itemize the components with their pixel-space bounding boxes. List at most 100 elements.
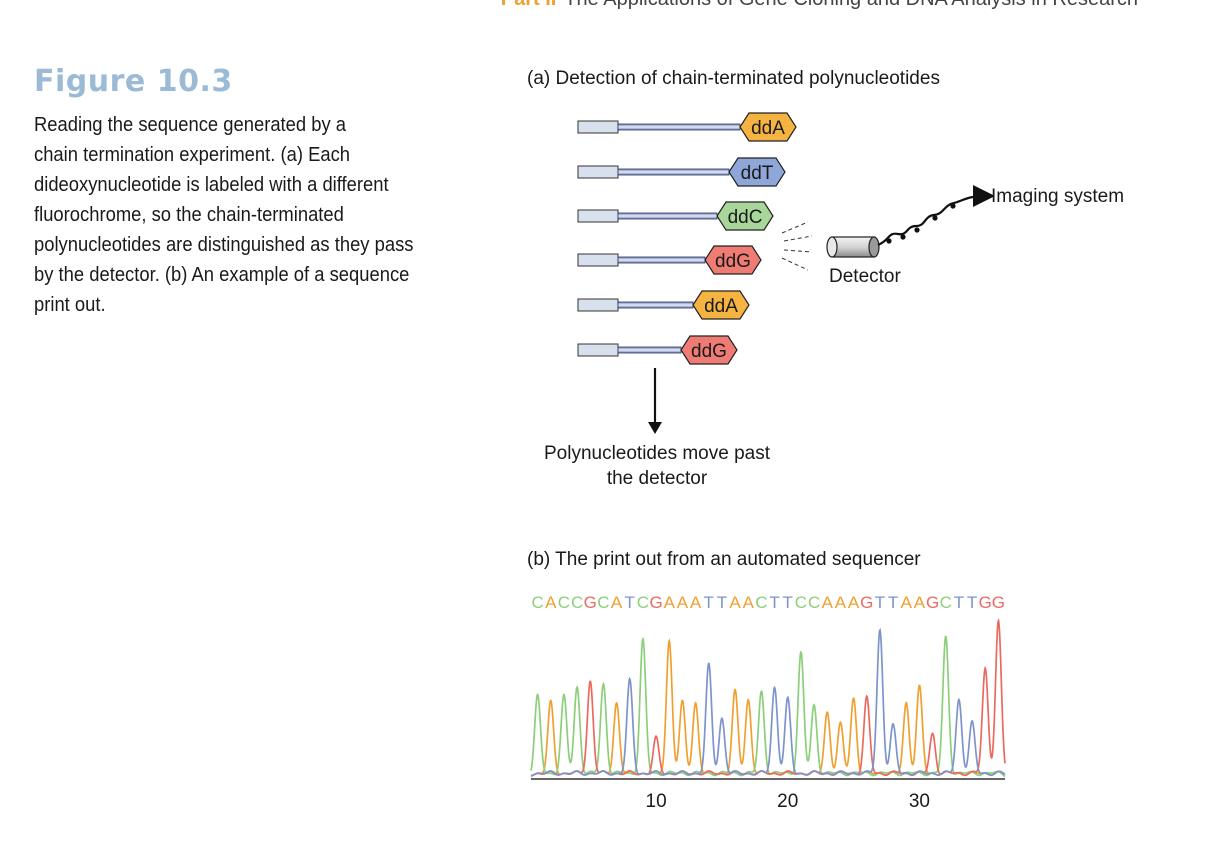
panel-a-label: (a) Detection of chain-terminated polynu… <box>527 68 940 89</box>
sequence-letter: G <box>860 593 873 612</box>
sequence-letter: T <box>625 593 635 612</box>
sequence-letter: C <box>571 593 583 612</box>
primer-block <box>577 343 619 357</box>
primer-block <box>577 120 619 134</box>
sequence-letter: T <box>704 593 714 612</box>
detector-icon <box>826 236 880 258</box>
part-title: The Applications of Gene Cloning and DNA… <box>564 0 1138 10</box>
polynucleotide-strand: ddT <box>577 157 786 187</box>
strand-line <box>617 123 741 131</box>
polynucleotide-strand: ddG <box>577 245 762 275</box>
sequence-letter: G <box>979 593 992 612</box>
trace-A <box>530 638 1006 777</box>
caption-line: chain termination experiment. (a) Each <box>34 144 351 166</box>
polynucleotide-strand: ddC <box>577 201 774 231</box>
sequence-letter: T <box>769 593 779 612</box>
sequence-letter: A <box>901 593 913 612</box>
strand-group: ddA ddT ddC ddG ddA ddG <box>577 112 797 365</box>
sequence-letter: G <box>926 593 939 612</box>
caption-line: Reading the sequence generated by a <box>34 114 347 136</box>
sequence-letter: T <box>954 593 964 612</box>
sequence-letter: T <box>783 593 793 612</box>
panel-b-label: (b) The print out from an automated sequ… <box>527 549 921 570</box>
detector-label: Detector <box>829 266 901 287</box>
strand-line <box>617 256 706 264</box>
figure-caption: Reading the sequence generated by a chai… <box>34 110 439 320</box>
detector-beams <box>781 221 813 271</box>
caption-line: by the detector. (b) An example of a seq… <box>34 264 410 286</box>
terminator-tag <box>692 290 750 320</box>
terminator-tag <box>739 112 797 142</box>
terminator-tag <box>716 201 774 231</box>
chromatogram-ticks: 10 20 30 <box>646 791 930 812</box>
terminator-tag <box>704 245 762 275</box>
terminator-tag <box>728 157 786 187</box>
sequence-letter: A <box>677 593 689 612</box>
trace-T <box>530 627 1006 777</box>
sequence-letter: T <box>967 593 977 612</box>
terminator-label: ddG <box>715 251 751 272</box>
movement-label-line1: Polynucleotides move past <box>544 443 771 464</box>
sequence-letter: A <box>611 593 623 612</box>
figure-number: Figure 10.3 <box>34 64 233 99</box>
movement-arrowhead <box>648 422 662 434</box>
sequence-letter: C <box>558 593 570 612</box>
caption-line: polynucleotides are distinguished as the… <box>34 234 414 256</box>
movement-label-line2: the detector <box>607 468 708 489</box>
tick-label: 30 <box>909 791 930 812</box>
sequence-letter: C <box>531 593 543 612</box>
imaging-label: Imaging system <box>991 186 1124 207</box>
primer-block <box>577 209 619 223</box>
tick-label: 10 <box>646 791 667 812</box>
polynucleotide-strand: ddA <box>577 112 797 142</box>
terminator-label: ddT <box>741 163 774 184</box>
sequence-letter: T <box>717 593 727 612</box>
sequence-letter: C <box>755 593 767 612</box>
sequence-letter: G <box>584 593 597 612</box>
sequence-letter: A <box>914 593 926 612</box>
primer-block <box>577 253 619 267</box>
sequence-letter: A <box>690 593 702 612</box>
caption-line: print out. <box>34 294 106 316</box>
sequence-letter: A <box>545 593 557 612</box>
sequence-letter: T <box>888 593 898 612</box>
chromatogram-traces <box>530 618 1006 778</box>
sequence-letter: G <box>992 593 1005 612</box>
sequence-letter: T <box>875 593 885 612</box>
terminator-label: ddA <box>751 118 785 139</box>
sequence-letter: C <box>795 593 807 612</box>
sequence-letter: A <box>664 593 676 612</box>
strand-line <box>617 212 718 220</box>
sequence-letter: A <box>848 593 860 612</box>
terminator-label: ddA <box>704 296 738 317</box>
cable-beads <box>886 203 956 244</box>
sequence-letter: A <box>729 593 741 612</box>
terminator-label: ddC <box>728 207 763 228</box>
sequence-letter: C <box>808 593 820 612</box>
tick-label: 20 <box>777 791 798 812</box>
polynucleotide-strand: ddA <box>577 290 750 320</box>
part-label: Part II <box>501 0 557 10</box>
strand-line <box>617 301 694 309</box>
primer-block <box>577 165 619 179</box>
sequence-letter: A <box>743 593 755 612</box>
sequence-letter: C <box>637 593 649 612</box>
sequence-letter: G <box>649 593 662 612</box>
terminator-tag <box>680 335 738 365</box>
trace-C <box>530 635 1006 778</box>
terminator-label: ddG <box>691 341 727 362</box>
signal-cable <box>877 185 995 247</box>
page-header: Part II The Applications of Gene Cloning … <box>0 0 1138 11</box>
caption-line: fluorochrome, so the chain-terminated <box>34 204 344 226</box>
polynucleotide-strand: ddG <box>577 335 738 365</box>
sequence-letter: A <box>822 593 834 612</box>
sequence-letter: C <box>597 593 609 612</box>
sequence-letter: C <box>940 593 952 612</box>
caption-line: dideoxynucleotide is labeled with a diff… <box>34 174 389 196</box>
strand-line <box>617 346 682 354</box>
primer-block <box>577 298 619 312</box>
strand-line <box>617 168 730 176</box>
sequence-letter: A <box>835 593 847 612</box>
